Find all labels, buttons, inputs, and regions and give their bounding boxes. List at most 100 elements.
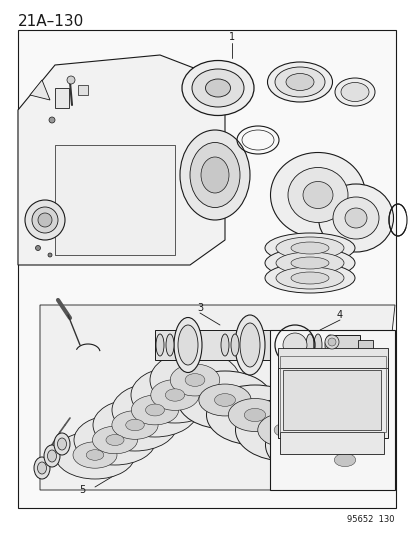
Text: 5: 5 [79,485,85,495]
Text: 1: 1 [228,32,235,42]
Ellipse shape [173,318,202,373]
Bar [279,432,383,454]
Ellipse shape [340,83,368,101]
Ellipse shape [228,399,281,432]
Ellipse shape [290,242,328,254]
Ellipse shape [150,379,199,410]
Circle shape [48,253,52,257]
Ellipse shape [235,399,334,461]
Ellipse shape [74,415,156,465]
Ellipse shape [156,334,164,356]
Ellipse shape [302,182,332,208]
Ellipse shape [264,263,354,293]
Ellipse shape [34,457,50,479]
Ellipse shape [332,197,378,239]
Bar [357,340,372,350]
Ellipse shape [112,383,197,437]
Ellipse shape [270,152,365,238]
Bar [154,330,364,360]
Bar [78,85,88,95]
Ellipse shape [221,334,228,356]
Ellipse shape [54,433,70,455]
Ellipse shape [264,233,354,263]
Ellipse shape [106,434,124,446]
Ellipse shape [273,423,295,437]
Ellipse shape [112,411,158,439]
Ellipse shape [47,450,56,462]
Ellipse shape [296,430,392,490]
Text: 4: 4 [336,310,342,320]
Ellipse shape [305,334,313,356]
Ellipse shape [244,408,265,422]
Ellipse shape [290,257,328,269]
Polygon shape [18,55,224,265]
Ellipse shape [257,413,311,447]
Circle shape [36,246,40,251]
Ellipse shape [131,367,218,423]
Ellipse shape [313,334,321,356]
Ellipse shape [324,335,334,355]
Ellipse shape [44,445,60,467]
Ellipse shape [180,130,249,220]
Bar [279,356,385,432]
Ellipse shape [205,79,230,97]
Ellipse shape [131,395,178,425]
Ellipse shape [201,157,228,193]
Bar [277,358,387,438]
Ellipse shape [287,167,347,222]
Ellipse shape [38,462,46,474]
Polygon shape [30,80,50,100]
Bar [55,88,69,108]
Ellipse shape [267,62,332,102]
Ellipse shape [275,267,343,289]
Ellipse shape [287,428,342,462]
Ellipse shape [274,67,324,97]
Ellipse shape [92,426,137,454]
Text: 2: 2 [380,200,386,210]
Ellipse shape [170,364,219,396]
Bar [282,370,380,430]
Bar [18,30,395,508]
Ellipse shape [318,443,371,477]
Ellipse shape [178,325,197,365]
Ellipse shape [290,272,328,284]
Ellipse shape [198,384,251,416]
Circle shape [282,333,306,357]
Circle shape [324,335,338,349]
Circle shape [67,76,75,84]
Ellipse shape [177,371,272,429]
Ellipse shape [275,237,343,259]
Bar [329,335,359,355]
Ellipse shape [190,142,240,207]
Ellipse shape [304,438,325,452]
Text: 3: 3 [197,303,202,313]
Ellipse shape [182,61,254,116]
Ellipse shape [192,69,243,107]
Ellipse shape [235,315,264,375]
Polygon shape [55,145,175,255]
Circle shape [38,213,52,227]
Ellipse shape [344,208,366,228]
Ellipse shape [57,438,66,450]
Polygon shape [18,295,394,500]
Ellipse shape [285,74,313,91]
Ellipse shape [166,334,173,356]
Ellipse shape [185,374,204,386]
Text: 95652  130: 95652 130 [347,515,394,524]
Ellipse shape [240,323,259,367]
Ellipse shape [55,431,135,479]
Ellipse shape [264,248,354,278]
Polygon shape [40,305,394,490]
Ellipse shape [126,419,144,431]
Ellipse shape [334,78,374,106]
Ellipse shape [93,399,177,451]
Text: 21A–130: 21A–130 [18,14,84,29]
Ellipse shape [150,351,240,409]
Ellipse shape [318,184,392,252]
Ellipse shape [230,334,238,356]
Ellipse shape [165,389,184,401]
Bar [269,330,394,490]
Ellipse shape [265,414,363,476]
Ellipse shape [73,442,117,468]
Polygon shape [277,348,387,368]
